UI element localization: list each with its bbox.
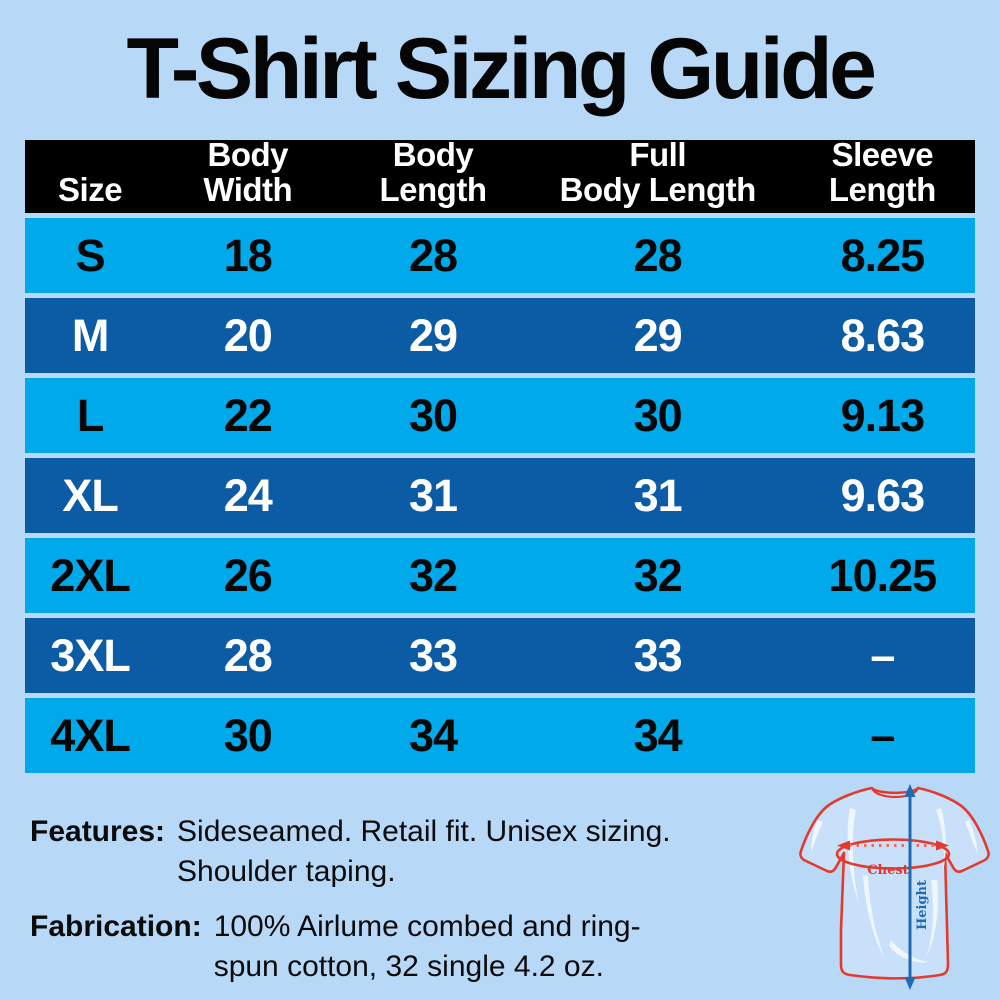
table-row-l: L 22 30 30 9.13 bbox=[25, 378, 975, 453]
sleeve-length-cell: 10.25 bbox=[828, 549, 938, 601]
features-note: Features: Sideseamed. Retail fit. Unisex… bbox=[30, 812, 820, 892]
header-size: Size bbox=[58, 171, 123, 209]
full-body-length-cell: 34 bbox=[633, 709, 683, 761]
size-cell: L bbox=[76, 389, 105, 441]
size-cell: M bbox=[71, 309, 110, 361]
body-width-cell: 30 bbox=[223, 709, 273, 761]
size-cell: 2XL bbox=[50, 549, 131, 601]
size-cell: S bbox=[75, 229, 106, 281]
sleeve-length-cell: 8.63 bbox=[840, 309, 926, 361]
size-cell: 4XL bbox=[50, 709, 131, 761]
header-body-length: Body Length bbox=[379, 136, 487, 209]
size-table: Size Body Width Body Length Full Body Le… bbox=[25, 136, 975, 773]
tshirt-measurement-diagram: Chest Height bbox=[799, 784, 990, 990]
tshirt-outline-icon bbox=[799, 786, 990, 980]
body-width-cell: 22 bbox=[223, 389, 273, 441]
sleeve-length-cell: – bbox=[870, 709, 895, 761]
sleeve-length-cell: 8.25 bbox=[840, 229, 926, 281]
chest-label: Chest bbox=[867, 863, 908, 878]
full-body-length-cell: 33 bbox=[633, 629, 683, 681]
header-full-body-length: Full Body Length bbox=[559, 136, 757, 209]
size-cell: XL bbox=[62, 469, 119, 521]
full-body-length-cell: 28 bbox=[633, 229, 683, 281]
body-length-cell: 34 bbox=[408, 709, 458, 761]
sleeve-length-cell: – bbox=[870, 629, 895, 681]
body-length-cell: 29 bbox=[408, 309, 458, 361]
body-length-cell: 31 bbox=[408, 469, 458, 521]
height-label: Height bbox=[915, 880, 930, 930]
height-measure-icon: Height bbox=[904, 784, 930, 990]
header-body-width: Body Width bbox=[203, 136, 293, 209]
table-row-3xl: 3XL 28 33 33 – bbox=[25, 618, 975, 693]
header-sleeve-length: Sleeve Length bbox=[828, 136, 936, 209]
full-body-length-cell: 30 bbox=[633, 389, 683, 441]
page-title: T-Shirt Sizing Guide bbox=[126, 21, 878, 117]
body-length-cell: 30 bbox=[408, 389, 458, 441]
chest-measure-icon: Chest bbox=[835, 838, 951, 878]
table-row-xl: XL 24 31 31 9.63 bbox=[25, 458, 975, 533]
fabrication-text: 100% Airlume combed and ring- spun cotto… bbox=[213, 910, 641, 983]
fabrication-note: Fabrication: 100% Airlume combed and rin… bbox=[30, 907, 820, 987]
notes-section: Features: Sideseamed. Retail fit. Unisex… bbox=[30, 812, 820, 987]
body-length-cell: 33 bbox=[408, 629, 458, 681]
table-header-row: Size Body Width Body Length Full Body Le… bbox=[25, 136, 975, 213]
features-text: Sideseamed. Retail fit. Unisex sizing. S… bbox=[177, 815, 671, 888]
body-width-cell: 24 bbox=[223, 469, 273, 521]
table-row-4xl: 4XL 30 34 34 – bbox=[25, 698, 975, 773]
body-width-cell: 18 bbox=[223, 229, 273, 281]
body-width-cell: 20 bbox=[223, 309, 273, 361]
body-width-cell: 26 bbox=[223, 549, 273, 601]
full-body-length-cell: 32 bbox=[633, 549, 683, 601]
table-row-s: S 18 28 28 8.25 bbox=[25, 218, 975, 293]
features-label: Features: bbox=[30, 815, 166, 848]
full-body-length-cell: 31 bbox=[633, 469, 683, 521]
sleeve-length-cell: 9.63 bbox=[840, 469, 926, 521]
fabrication-label: Fabrication: bbox=[30, 910, 202, 943]
table-row-m: M 20 29 29 8.63 bbox=[25, 298, 975, 373]
body-length-cell: 32 bbox=[408, 549, 458, 601]
full-body-length-cell: 29 bbox=[633, 309, 683, 361]
sleeve-length-cell: 9.13 bbox=[840, 389, 926, 441]
table-row-2xl: 2XL 26 32 32 10.25 bbox=[25, 538, 975, 613]
size-cell: 3XL bbox=[50, 629, 131, 681]
body-width-cell: 28 bbox=[223, 629, 273, 681]
body-length-cell: 28 bbox=[408, 229, 458, 281]
